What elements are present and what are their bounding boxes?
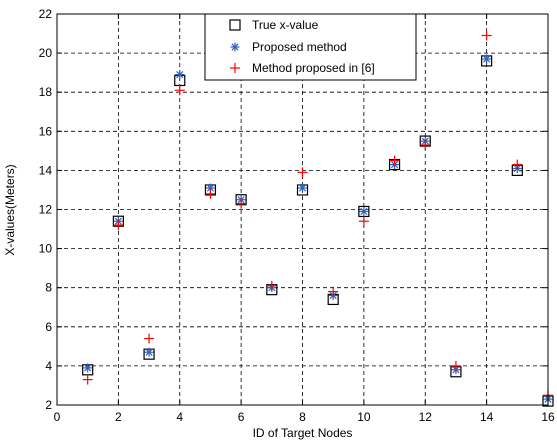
y-tick-label: 20 [39, 46, 53, 60]
y-tick-label: 8 [45, 281, 52, 295]
legend-box [204, 13, 417, 81]
asterisk-point [359, 206, 369, 216]
plus-point [144, 333, 155, 344]
asterisk-point [83, 363, 93, 373]
legend-label-proposed-method: Proposed method [252, 40, 347, 54]
plus-point [328, 286, 339, 297]
plus-point [297, 167, 308, 178]
plus-point [512, 159, 523, 170]
y-tick-label: 12 [39, 203, 53, 217]
plus-point [358, 216, 369, 227]
asterisk-point [175, 70, 185, 80]
x-tick-label: 12 [419, 410, 433, 424]
plus-point [389, 155, 400, 166]
legend-label-method-proposed-in-6: Method proposed in [6] [252, 61, 375, 75]
legend: True x-value Proposed method Method prop… [204, 13, 417, 81]
asterisk-point [298, 183, 307, 193]
x-tick-label: 2 [115, 410, 122, 424]
plus-point [450, 360, 461, 371]
asterisk-point [144, 347, 154, 357]
plus-point [420, 139, 431, 150]
legend-square-marker [229, 19, 241, 31]
x-tick-label: 16 [541, 410, 555, 424]
asterisk-point [482, 54, 492, 64]
legend-plus-marker [230, 63, 240, 73]
y-tick-label: 4 [45, 359, 52, 373]
plus-point [174, 85, 185, 96]
y-tick-label: 10 [39, 242, 53, 256]
plus-point [205, 188, 216, 199]
data-points [82, 30, 554, 407]
legend-markers [229, 19, 241, 73]
legend-asterisk-marker [230, 42, 240, 52]
x-tick-label: 10 [357, 410, 371, 424]
x-tick-label: 6 [238, 410, 245, 424]
plus-point [481, 30, 492, 41]
plus-point [236, 198, 247, 209]
y-axis-label: X-values(Meters) [3, 164, 17, 255]
y-tick-label: 6 [45, 320, 52, 334]
y-tick-label: 22 [39, 7, 53, 21]
y-tick-label: 14 [39, 163, 53, 177]
y-tick-label: 18 [39, 85, 53, 99]
x-tick-label: 8 [299, 410, 306, 424]
legend-label-true-x-value: True x-value [252, 18, 319, 32]
plus-point [113, 220, 124, 231]
plus-point [266, 280, 277, 291]
plus-point [82, 374, 93, 385]
x-tick-label: 4 [176, 410, 183, 424]
x-tick-label: 14 [480, 410, 494, 424]
x-tick-label: 0 [54, 410, 61, 424]
y-tick-label: 2 [45, 398, 52, 412]
x-axis-label: ID of Target Nodes [253, 426, 353, 440]
y-tick-label: 16 [39, 124, 53, 138]
